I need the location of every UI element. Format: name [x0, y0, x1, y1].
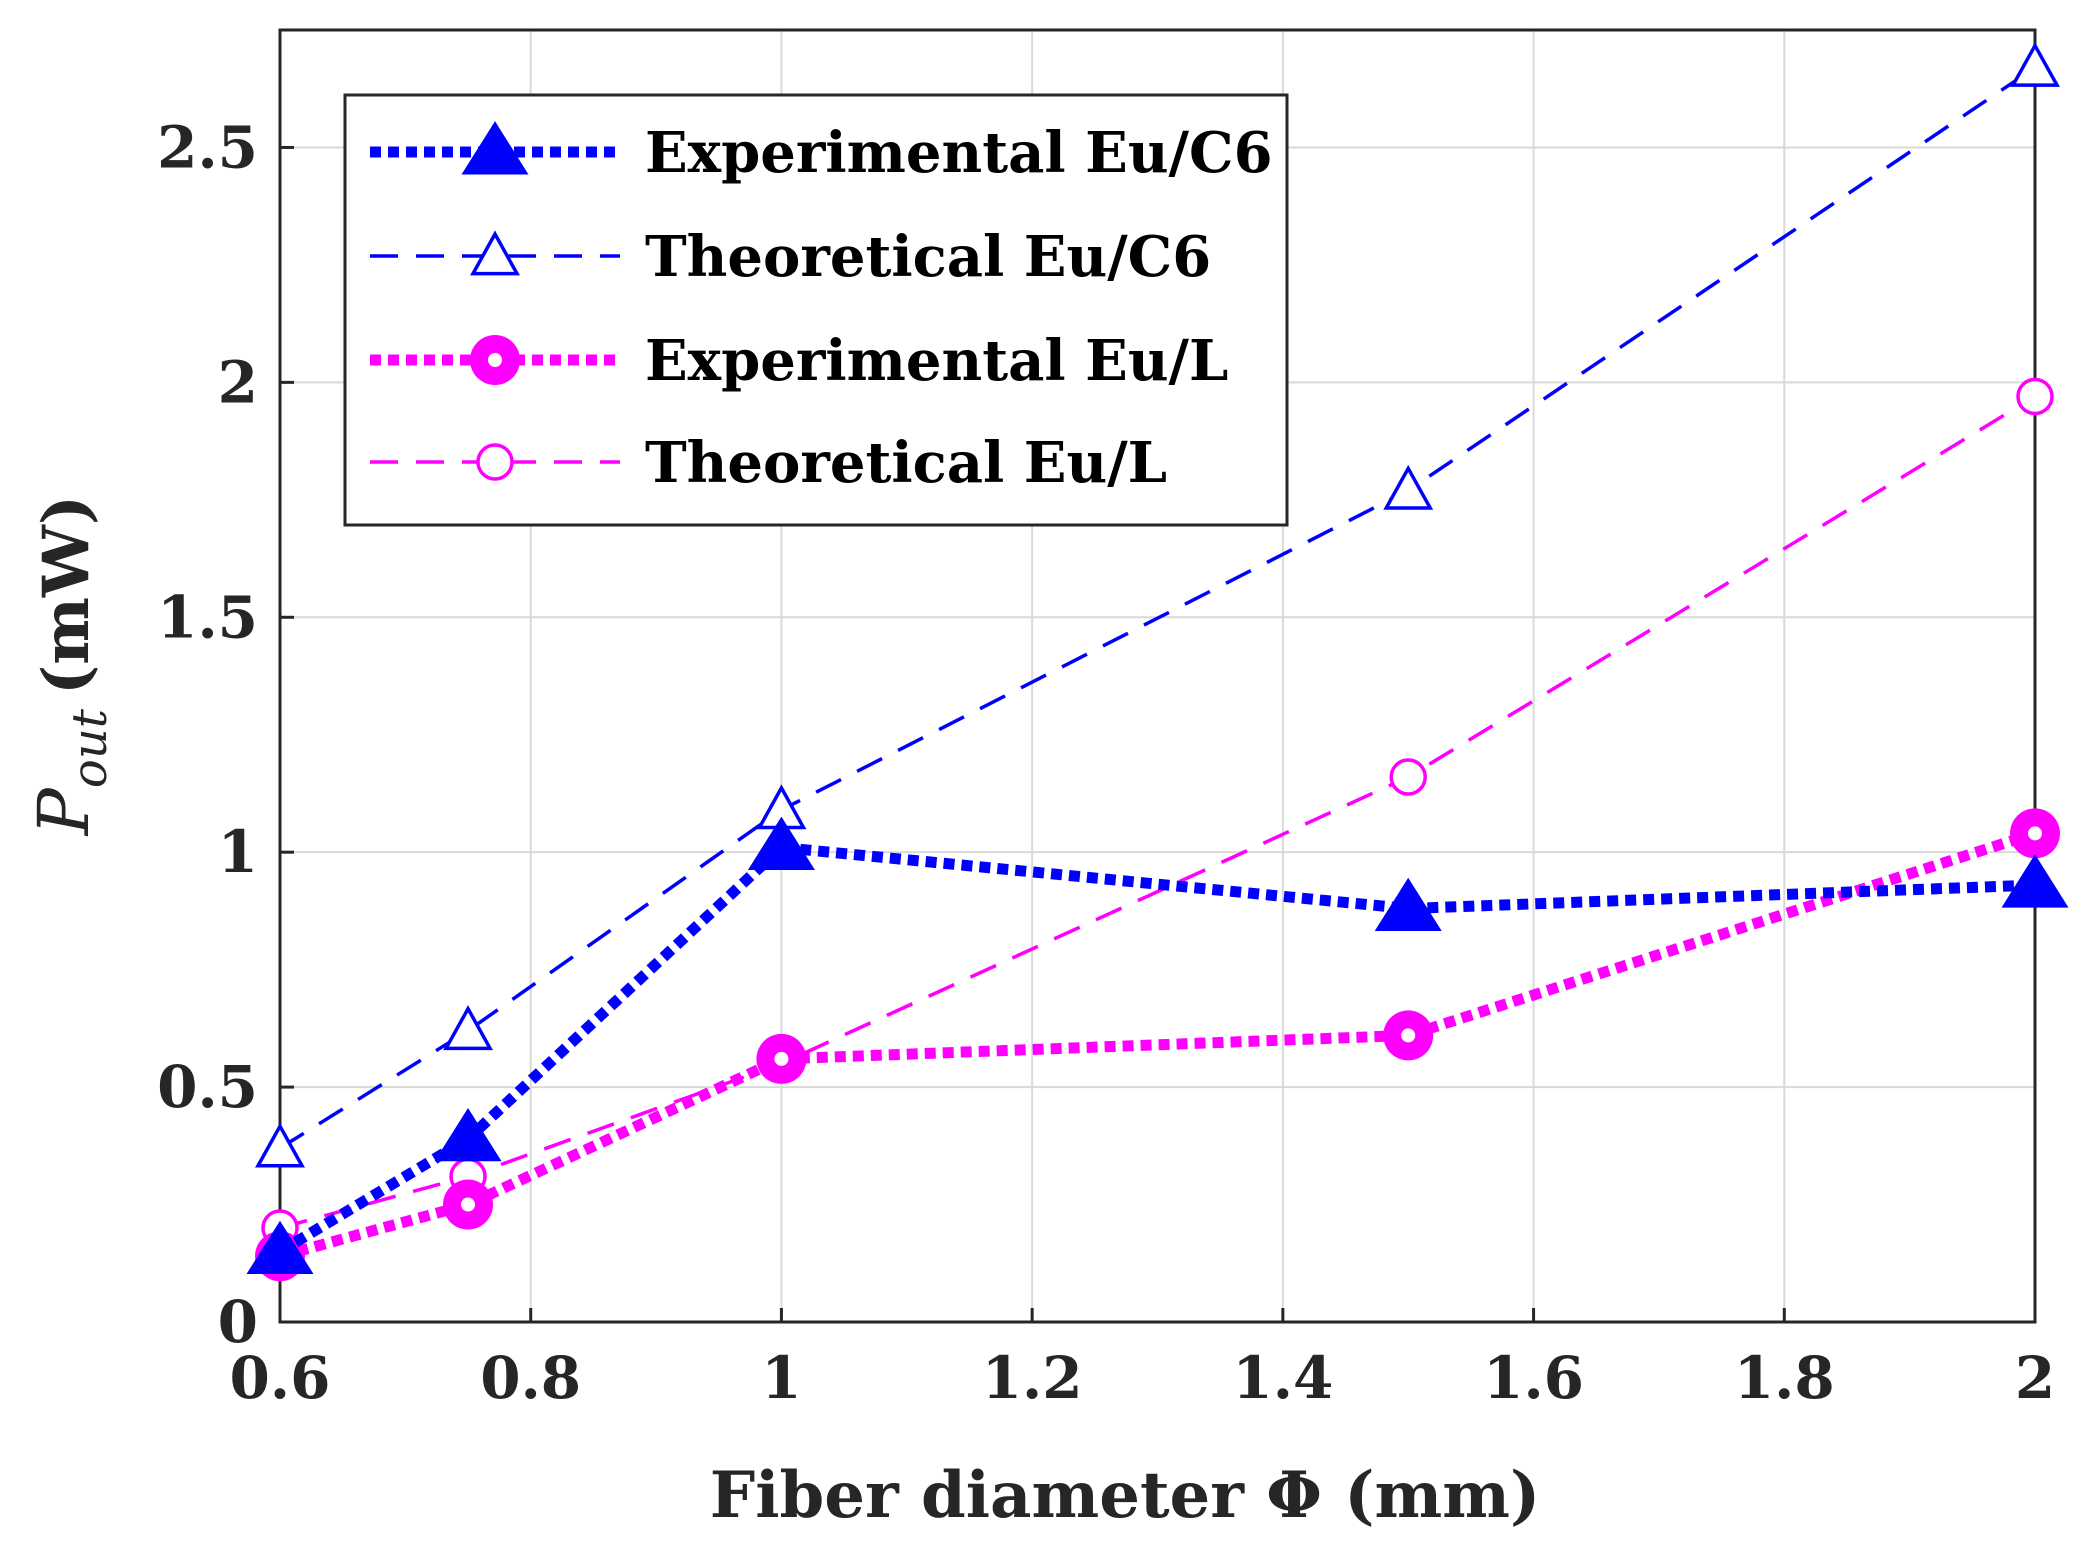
y-tick-label: 1.5: [157, 583, 258, 651]
data-point: [2016, 377, 2054, 416]
y-tick-label: 0.5: [157, 1053, 258, 1121]
legend-marker: [476, 443, 514, 481]
x-tick-label: 1.4: [1232, 1344, 1333, 1412]
plot-area-frame: [278, 28, 2037, 1324]
legend-entry-4: Theoretical Eu/L: [370, 430, 1167, 496]
legend-marker: [470, 230, 520, 276]
x-tick-label: 1: [761, 1344, 801, 1412]
y-tick-label: 0: [218, 1288, 258, 1356]
data-point: [2001, 854, 2069, 908]
data-point: [2010, 808, 2060, 859]
legend-label: Experimental Eu/L: [645, 328, 1228, 394]
y-tick-label: 1: [218, 818, 258, 886]
x-tick-label: 0.8: [480, 1344, 581, 1412]
data-point: [747, 816, 815, 870]
x-tick-label: 1.8: [1734, 1344, 1835, 1412]
data-point: [246, 1220, 314, 1275]
x-tick-label: 1.2: [982, 1344, 1083, 1412]
y-axis-symbol: P: [23, 786, 105, 837]
data-point: [443, 1005, 494, 1051]
data-point: [434, 1107, 502, 1162]
data-point: [255, 1122, 305, 1168]
series-group: [246, 41, 2069, 1282]
data-point: [1389, 758, 1427, 796]
data-point: [443, 1179, 494, 1230]
legend-entry-1: Experimental Eu/C6: [370, 120, 1273, 186]
legend-entry-3: Experimental Eu/L: [370, 328, 1228, 394]
x-axis-title: Fiber diameter Φ (mm): [710, 1458, 1541, 1533]
legend-entry-2: Theoretical Eu/C6: [370, 224, 1211, 290]
legend-marker: [470, 335, 520, 385]
data-point: [2010, 41, 2060, 87]
y-axis-ticks: 0 0.5 1 1.5 2 2.5: [157, 113, 294, 1356]
series-3: [255, 808, 2060, 1282]
y-tick-label: 2: [218, 348, 258, 416]
x-tick-label: 0.6: [230, 1344, 331, 1412]
data-point: [1383, 464, 1434, 510]
series-line: [277, 841, 2036, 1257]
data-point: [756, 1033, 807, 1084]
y-axis-title: Pout (mW): [23, 495, 118, 837]
y-tick-label: 2.5: [157, 113, 258, 181]
y-axis-unit: (mW): [29, 495, 104, 695]
series-2: [255, 41, 2060, 1168]
legend-marker: [461, 121, 529, 175]
legend-label: Theoretical Eu/L: [645, 430, 1167, 496]
x-tick-label: 2: [2015, 1344, 2055, 1412]
legend: Experimental Eu/C6 Theoretical Eu/C6 Exper…: [343, 93, 1289, 527]
x-tick-label: 1.6: [1483, 1344, 1584, 1412]
y-axis-subscript: out: [62, 708, 118, 788]
data-point: [1374, 877, 1442, 932]
data-point: [1383, 1010, 1434, 1061]
series-1: [246, 816, 2069, 1275]
legend-label: Theoretical Eu/C6: [645, 224, 1211, 290]
x-axis-ticks: 0.6 0.8 1 1.2 1.4 1.6 1.8 2: [230, 1308, 2055, 1412]
legend-label: Experimental Eu/C6: [645, 120, 1273, 186]
